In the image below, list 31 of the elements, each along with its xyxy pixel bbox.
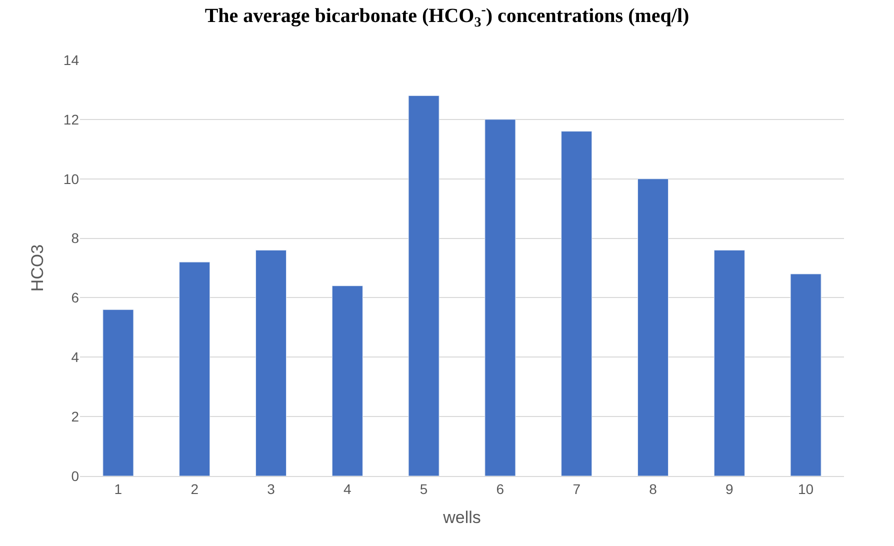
y-tick-label: 0 [71, 468, 80, 484]
bar [332, 286, 363, 476]
bar [714, 250, 745, 476]
y-tick-label: 8 [71, 230, 80, 246]
bar [637, 178, 669, 476]
x-tick-label: 5 [420, 480, 428, 497]
x-tick-label: 6 [496, 480, 504, 497]
y-tick-label: 4 [71, 349, 80, 366]
y-tick-label: 10 [63, 170, 80, 187]
bar [790, 274, 822, 476]
x-tick-label: 2 [190, 480, 199, 497]
x-tick-label: 8 [649, 480, 658, 497]
bar [102, 309, 134, 476]
y-axis-title: HCO3 [28, 244, 47, 292]
y-tick-label: 2 [71, 408, 80, 424]
x-axis-title: wells [442, 508, 481, 528]
x-tick-label: 1 [114, 480, 122, 497]
x-tick-label: 3 [267, 480, 276, 497]
x-tick-label: 7 [572, 480, 581, 497]
x-tick-label: 4 [344, 480, 352, 497]
bar [179, 262, 210, 476]
bar [408, 95, 440, 476]
x-tick-label: 10 [798, 480, 814, 497]
bar [561, 131, 592, 476]
y-tick-label: 12 [63, 111, 80, 128]
chart-title: The average bicarbonate (HCO$_{3}$$^{-}$) concentrations (meq/l) [204, 2, 690, 30]
bar [484, 119, 516, 476]
y-tick-label: 6 [71, 290, 80, 306]
y-tick-label: 14 [63, 52, 80, 68]
x-tick-label: 9 [726, 480, 734, 497]
bar [255, 250, 287, 476]
